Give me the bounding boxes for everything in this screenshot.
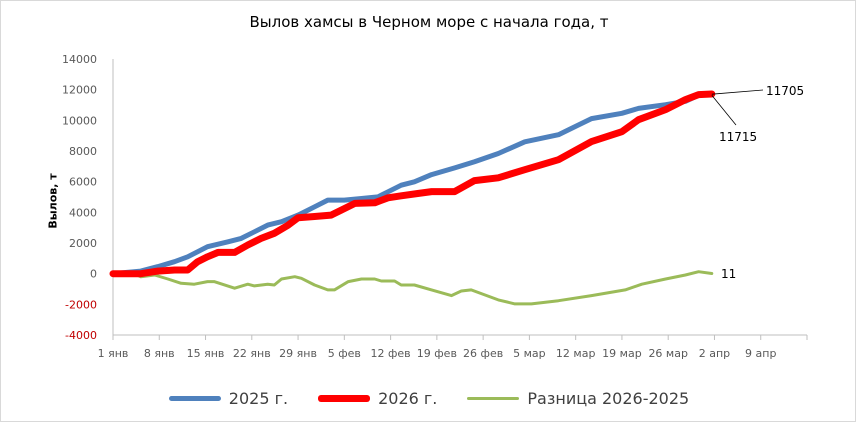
series-line-difference <box>111 270 714 306</box>
y-tick-label: 0 <box>90 268 97 281</box>
x-tick-label: 15 янв <box>187 347 225 360</box>
legend-label-2026: 2026 г. <box>378 389 438 408</box>
x-tick-label: 12 мар <box>556 347 596 360</box>
legend-label-2025: 2025 г. <box>228 389 289 408</box>
y-tick-label: -2000 <box>65 298 97 311</box>
x-tick-label: 8 янв <box>144 347 175 360</box>
annotation-leader-2025 <box>711 89 764 95</box>
legend: 2025 г. 2026 г. Разница 2026-2025 <box>1 389 856 408</box>
x-tick-label: 26 фев <box>463 347 503 360</box>
y-tick-label: -4000 <box>65 329 97 342</box>
legend-swatch-difference <box>467 397 520 400</box>
x-tick-label: 2 апр <box>699 347 730 360</box>
annotation-leader-2026 <box>711 94 737 126</box>
y-tick-label: 10000 <box>62 114 97 127</box>
x-tick-label: 12 фев <box>371 347 411 360</box>
chart-title: Вылов хамсы в Черном море с начала года,… <box>249 13 609 31</box>
legend-item-2026: 2026 г. <box>318 389 437 408</box>
series-line-2025 <box>110 91 715 277</box>
annotation-difference-value: 11 <box>721 267 736 281</box>
legend-swatch-2026 <box>318 395 371 402</box>
series-line-2026 <box>109 90 716 278</box>
x-tick-label: 22 янв <box>233 347 271 360</box>
y-tick-label: 14000 <box>62 53 97 66</box>
x-tick-label: 19 фев <box>417 347 457 360</box>
x-tick-label: 29 янв <box>279 347 317 360</box>
y-tick-label: 4000 <box>69 206 97 219</box>
y-tick-label: 8000 <box>69 145 97 158</box>
x-tick-label: 5 мар <box>513 347 546 360</box>
x-tick-label: 19 мар <box>602 347 642 360</box>
x-tick-label: 5 фев <box>328 347 361 360</box>
annotation-2026-value: 11715 <box>719 130 757 144</box>
y-tick-label: 2000 <box>69 237 97 250</box>
x-tick-label: 9 апр <box>745 347 776 360</box>
legend-label-difference: Разница 2026-2025 <box>527 389 690 408</box>
x-tick-label: 26 мар <box>648 347 688 360</box>
y-tick-label: 12000 <box>62 84 97 97</box>
legend-swatch-2025 <box>168 396 221 401</box>
legend-item-2025: 2025 г. <box>168 389 289 408</box>
y-tick-label: 6000 <box>69 176 97 189</box>
legend-item-difference: Разница 2026-2025 <box>467 389 689 408</box>
x-tick-label: 1 янв <box>98 347 129 360</box>
annotation-2025-value: 11705 <box>766 84 804 98</box>
